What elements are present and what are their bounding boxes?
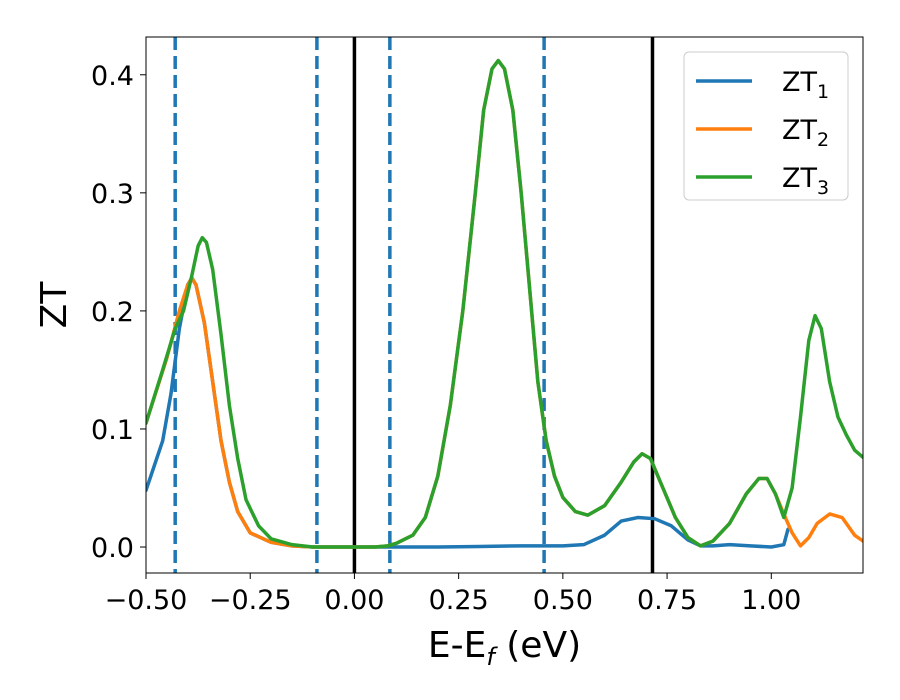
legend-label-zt3: ZT3	[782, 163, 829, 199]
x-tick-label: 0.00	[324, 585, 384, 616]
legend-box	[683, 51, 849, 201]
series-line-zt3	[146, 58, 863, 549]
x-tick-label: −0.50	[105, 585, 188, 616]
y-tick-label: 0.1	[91, 415, 134, 446]
x-tick-label: 0.50	[533, 585, 593, 616]
y-tick-label: 0.2	[91, 297, 134, 328]
x-axis-label: E-Ef (eV)	[428, 625, 581, 671]
x-tick-label: 0.25	[429, 585, 489, 616]
y-tick-label: 0.0	[91, 533, 134, 564]
legend: ZT1 ZT2 ZT3	[683, 51, 849, 201]
x-axis-ticks: −0.50 −0.25 0.00 0.25 0.50 0.75 1.00	[105, 573, 801, 616]
plot-frame	[145, 36, 864, 574]
y-axis-ticks: 0.0 0.1 0.2 0.3 0.4	[91, 61, 146, 564]
y-axis-label: ZT	[34, 281, 75, 329]
y-tick-label: 0.3	[91, 179, 134, 210]
x-tick-label: 1.00	[741, 585, 801, 616]
y-tick-label: 0.4	[91, 61, 134, 92]
legend-label-zt1: ZT1	[782, 67, 829, 103]
x-tick-label: 0.75	[637, 585, 697, 616]
legend-label-zt2: ZT2	[782, 115, 829, 151]
series-lines	[146, 58, 863, 549]
vertical-reference-lines	[173, 37, 655, 573]
x-tick-label: −0.25	[209, 585, 292, 616]
